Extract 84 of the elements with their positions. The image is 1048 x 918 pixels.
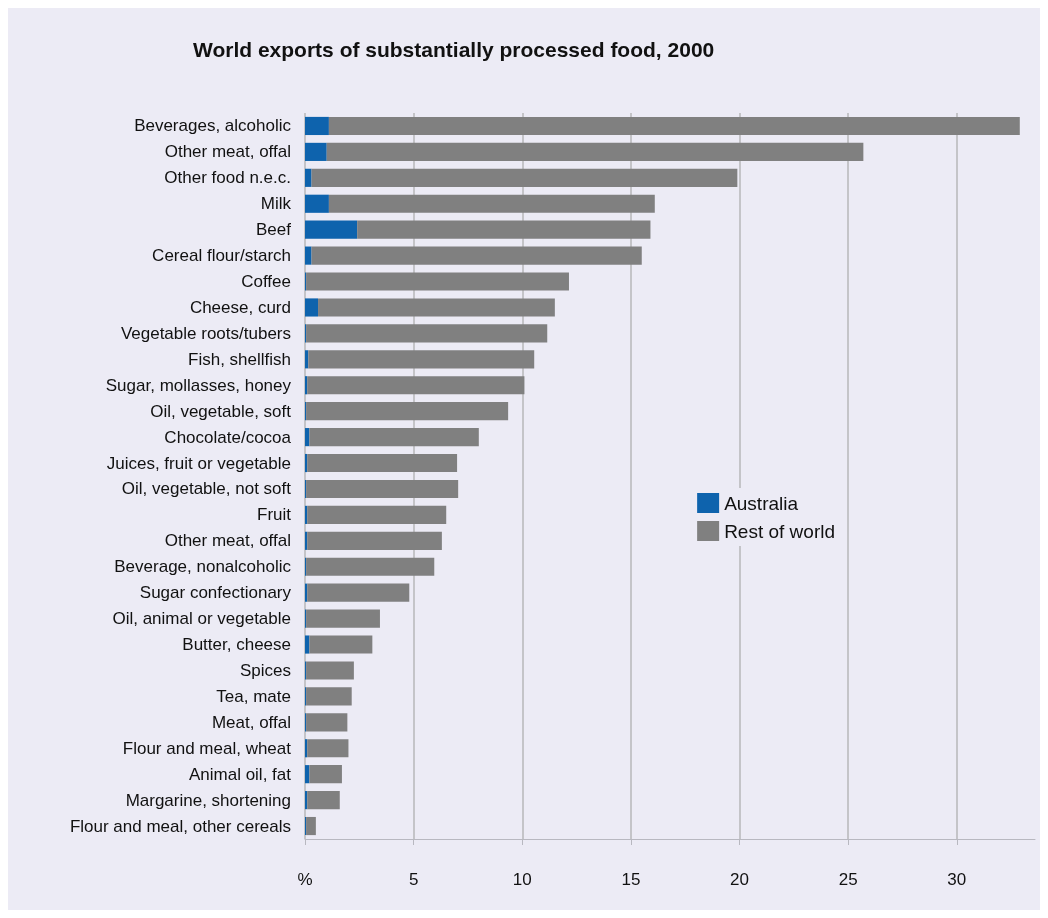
bar xyxy=(307,376,525,395)
bar xyxy=(306,609,380,628)
y-tick-label: Vegetable roots/tubers xyxy=(120,323,291,343)
bar xyxy=(305,453,308,473)
bar xyxy=(311,168,738,187)
bar xyxy=(305,168,312,187)
bar xyxy=(306,713,348,732)
bar xyxy=(305,505,308,524)
bar xyxy=(305,350,309,369)
bar xyxy=(306,816,316,836)
y-tick-label: Cereal flour/starch xyxy=(152,246,291,266)
y-tick-label: Butter, cheese xyxy=(182,635,291,655)
x-tick-label: % xyxy=(297,870,313,889)
bar xyxy=(306,402,509,421)
y-tick-label: Cheese, curd xyxy=(189,297,291,317)
y-tick-label: Other meat, offal xyxy=(164,142,291,162)
legend-label: Australia xyxy=(724,492,799,514)
y-tick-label: Spices xyxy=(239,660,291,680)
x-tick-label: 25 xyxy=(838,870,858,889)
y-tick-label: Sugar, mollasses, honey xyxy=(105,375,292,395)
y-tick-label: Juices, fruit or vegetable xyxy=(106,453,291,473)
bar xyxy=(305,583,308,602)
bar xyxy=(306,324,548,343)
bar xyxy=(328,116,1020,136)
y-tick-label: Other food n.e.c. xyxy=(164,168,291,188)
y-tick-label: Other meat, offal xyxy=(164,531,291,551)
bar xyxy=(328,194,655,213)
bar xyxy=(305,791,308,810)
bar xyxy=(318,298,555,317)
y-tick-label: Fish, shellfish xyxy=(188,349,291,369)
bar xyxy=(305,246,312,265)
bar xyxy=(307,505,447,524)
y-tick-label: Beverages, alcoholic xyxy=(134,116,292,136)
y-tick-label: Oil, vegetable, soft xyxy=(150,401,292,421)
y-tick-label: Beverage, nonalcoholic xyxy=(114,557,292,577)
bar xyxy=(311,246,642,265)
y-tick-label: Milk xyxy=(260,194,292,214)
y-tick-label: Sugar confectionary xyxy=(139,583,292,603)
bar xyxy=(305,116,329,136)
bar xyxy=(308,350,535,369)
bar xyxy=(306,479,459,499)
bar xyxy=(305,739,308,758)
bar xyxy=(306,687,352,706)
legend-label: Rest of world xyxy=(724,520,835,542)
y-tick-label: Flour and meal, other cereals xyxy=(69,816,291,836)
y-tick-label: Meat, offal xyxy=(211,712,291,732)
bar xyxy=(307,791,340,810)
y-tick-label: Fruit xyxy=(257,505,292,525)
y-tick-label: Oil, animal or vegetable xyxy=(112,609,291,629)
y-tick-label: Tea, mate xyxy=(216,686,291,706)
y-tick-label: Animal oil, fat xyxy=(188,764,292,784)
bar xyxy=(307,531,442,550)
x-tick-label: 5 xyxy=(408,870,419,889)
y-tick-label: Chocolate/cocoa xyxy=(164,427,292,447)
x-tick-label: 10 xyxy=(512,870,532,889)
x-tick-label: 15 xyxy=(621,870,641,889)
bar xyxy=(309,428,479,447)
bar xyxy=(307,739,349,758)
bar xyxy=(305,428,310,447)
y-tick-label: Coffee xyxy=(241,272,291,292)
y-tick-label: Flour and meal, wheat xyxy=(122,738,292,758)
bar xyxy=(306,272,569,291)
x-tick-label: 20 xyxy=(730,870,749,889)
bar xyxy=(326,142,864,161)
bar xyxy=(309,635,373,654)
bar xyxy=(305,635,310,654)
bar xyxy=(305,220,358,239)
bar xyxy=(305,765,310,784)
y-tick-label: Beef xyxy=(256,220,292,240)
y-tick-label: Margarine, shortening xyxy=(125,790,291,810)
bar xyxy=(309,765,342,784)
bar xyxy=(305,194,329,213)
x-tick-label: 30 xyxy=(947,870,967,889)
bar xyxy=(305,142,327,161)
y-tick-label: Oil, vegetable, not soft xyxy=(121,479,292,499)
bar xyxy=(357,220,651,239)
bar xyxy=(305,376,308,395)
bar xyxy=(307,453,458,473)
bar xyxy=(306,557,435,576)
bar xyxy=(305,298,319,317)
chart-title: World exports of substantially processed food, 2000 xyxy=(193,38,715,61)
bar xyxy=(305,531,308,550)
bar xyxy=(307,583,410,602)
bar xyxy=(306,661,354,680)
